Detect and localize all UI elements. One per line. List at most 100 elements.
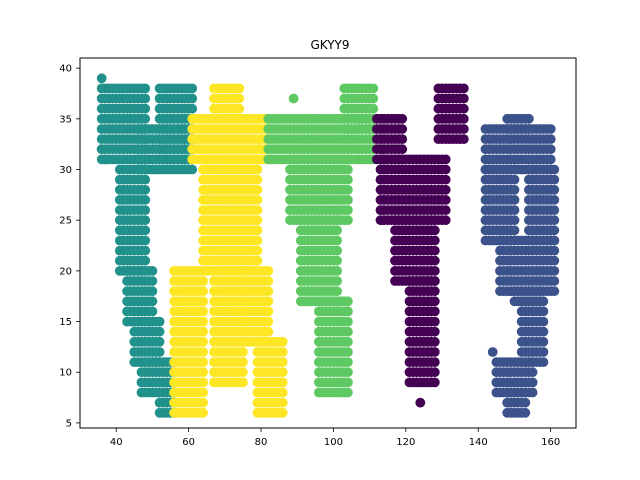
scatter-point — [429, 255, 440, 266]
scatter-point — [520, 397, 531, 408]
scatter-point — [187, 83, 198, 94]
scatter-point — [538, 296, 549, 307]
scatter-point — [397, 124, 408, 134]
scatter-point — [538, 347, 549, 357]
scatter-point — [332, 266, 342, 276]
scatter-point — [198, 397, 209, 408]
scatter-point — [343, 326, 353, 337]
scatter-point — [252, 154, 263, 165]
scatter-point — [545, 134, 556, 145]
scatter-point — [263, 266, 274, 276]
scatter-point — [238, 347, 248, 357]
scatter-point — [140, 113, 151, 124]
scatter-point — [545, 154, 556, 165]
series-2 — [169, 83, 288, 418]
scatter-point — [549, 184, 560, 195]
scatter-point — [277, 397, 288, 408]
x-tick-label: 160 — [541, 437, 560, 448]
scatter-point — [509, 225, 520, 236]
scatter-point — [549, 174, 560, 185]
scatter-point — [198, 326, 209, 337]
scatter-point — [549, 205, 560, 216]
scatter-point — [458, 93, 469, 104]
scatter-point — [198, 347, 209, 357]
scatter-point — [198, 367, 209, 378]
x-tick-label: 140 — [469, 437, 488, 448]
scatter-point — [343, 336, 353, 347]
scatter-point — [140, 245, 151, 256]
scatter-point — [140, 205, 151, 216]
scatter-point — [277, 336, 288, 347]
scatter-point — [277, 377, 288, 388]
scatter-point — [429, 367, 440, 378]
scatter-point — [96, 144, 107, 155]
scatter-point — [343, 316, 353, 327]
x-tick-label: 120 — [396, 437, 415, 448]
scatter-point — [549, 195, 560, 205]
scatter-point — [234, 93, 245, 104]
series-4 — [372, 83, 469, 408]
scatter-point — [198, 316, 209, 327]
scatter-point — [198, 286, 209, 297]
scatter-point — [549, 215, 560, 226]
scatter-point — [140, 184, 151, 195]
y-tick-label: 40 — [59, 64, 72, 75]
scatter-point — [429, 235, 440, 246]
scatter-point — [534, 286, 545, 297]
scatter-point — [397, 134, 408, 145]
scatter-point — [187, 93, 198, 104]
scatter-point — [549, 286, 560, 297]
scatter-point — [509, 195, 520, 205]
scatter-point — [397, 144, 408, 155]
scatter-point — [140, 93, 151, 104]
scatter-point — [429, 286, 440, 297]
scatter-point — [545, 144, 556, 155]
scatter-point — [549, 245, 560, 256]
scatter-point — [527, 367, 538, 378]
scatter-point — [343, 215, 353, 226]
scatter-point — [277, 357, 288, 367]
scatter-point — [198, 387, 209, 398]
scatter-point — [147, 276, 158, 286]
scatter-point — [332, 225, 342, 236]
scatter-point — [429, 316, 440, 327]
scatter-point — [252, 195, 263, 205]
x-tick-label: 40 — [110, 437, 123, 448]
scatter-point — [238, 357, 248, 367]
scatter-point — [198, 407, 209, 418]
scatter-point — [343, 387, 353, 398]
scatter-point — [277, 347, 288, 357]
scatter-point — [545, 124, 556, 134]
scatter-point — [263, 276, 274, 286]
scatter-point — [458, 83, 469, 94]
scatter-point — [147, 266, 158, 276]
scatter-point — [140, 103, 151, 114]
scatter-point — [343, 367, 353, 378]
points-layer — [96, 73, 560, 418]
scatter-point — [343, 306, 353, 317]
series-5 — [480, 113, 560, 418]
scatter-point — [440, 174, 451, 185]
scatter-point — [263, 306, 274, 317]
scatter-point — [140, 255, 151, 266]
scatter-point — [527, 377, 538, 388]
scatter-point — [332, 245, 342, 256]
x-tick-label: 80 — [255, 437, 268, 448]
scatter-point — [252, 215, 263, 226]
scatter-point — [332, 276, 342, 286]
scatter-point — [524, 113, 534, 124]
scatter-point — [487, 347, 498, 357]
scatter-point — [343, 174, 353, 185]
scatter-point — [549, 255, 560, 266]
scatter-point — [252, 164, 263, 175]
scatter-point — [549, 225, 560, 236]
scatter-point — [100, 154, 111, 165]
scatter-point — [527, 387, 538, 398]
scatter-point — [429, 326, 440, 337]
scatter-point — [343, 347, 353, 357]
scatter-point — [429, 306, 440, 317]
scatter-point — [429, 336, 440, 347]
scatter-point — [440, 195, 451, 205]
scatter-point — [368, 93, 379, 104]
scatter-point — [332, 235, 342, 246]
